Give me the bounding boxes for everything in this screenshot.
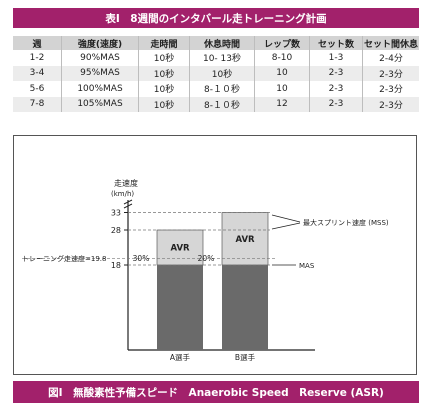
table-cell: 10秒 bbox=[138, 65, 190, 81]
pct-label: 30% bbox=[133, 254, 150, 263]
header-cell: セット数 bbox=[309, 36, 363, 50]
table-cell: 3-4 bbox=[13, 65, 62, 81]
mas-label: MAS bbox=[299, 262, 315, 270]
header-cell: レップ数 bbox=[254, 36, 310, 50]
table-cell: 12 bbox=[254, 96, 310, 112]
table-cell: 2-3分 bbox=[362, 81, 419, 97]
table-cell: 7-8 bbox=[13, 96, 62, 112]
table-cell: 10秒 bbox=[189, 65, 255, 81]
table-cell: 10秒 bbox=[138, 50, 190, 66]
y-tick-label: 28 bbox=[111, 226, 121, 235]
bar-label-avr: AVR bbox=[235, 235, 255, 245]
table-cell: 2-3 bbox=[309, 65, 363, 81]
table-cell: 2-4分 bbox=[362, 50, 419, 66]
table-cell: 5-6 bbox=[13, 81, 62, 97]
header-cell: セット間休息 bbox=[362, 36, 419, 50]
x-tick-label: A選手 bbox=[170, 352, 191, 362]
table-cell: 10秒 bbox=[138, 96, 190, 112]
table-row: 1-2 90%MAS 10秒 10- 13秒 8-10 1-3 2-4分 bbox=[13, 50, 419, 66]
table-cell: 10秒 bbox=[138, 81, 190, 97]
table-cell: 2-3 bbox=[309, 81, 363, 97]
table-row: 5-6 100%MAS 10秒 8-１０秒 10 2-3 2-3分 bbox=[13, 81, 419, 97]
bar-label-avr: AVR bbox=[170, 244, 190, 254]
header-cell: 走時間 bbox=[138, 36, 190, 50]
table-cell: 8-１０秒 bbox=[189, 81, 255, 97]
bars-layer bbox=[156, 212, 269, 350]
y-axis-label: 走速度 bbox=[114, 178, 138, 188]
table-cell: 100%MAS bbox=[61, 81, 139, 97]
y-axis-unit: (km/h) bbox=[111, 190, 134, 198]
axis-break-mark bbox=[123, 203, 133, 209]
table-cell: 10- 13秒 bbox=[189, 50, 255, 66]
figure-frame bbox=[13, 135, 417, 375]
reference-lines bbox=[22, 212, 275, 266]
table-cell: 10 bbox=[254, 81, 310, 97]
table-cell: 2-3分 bbox=[362, 65, 419, 81]
header-cell: 強度(速度) bbox=[61, 36, 139, 50]
table-cell: 90%MAS bbox=[61, 50, 139, 66]
table-row: 7-8 105%MAS 10秒 8-１０秒 12 2-3 2-3分 bbox=[13, 96, 419, 112]
header-cell: 休息時間 bbox=[189, 36, 255, 50]
figure-caption: 図Ⅰ 無酸素性予備スピード Anaerobic Speed Reserve (A… bbox=[13, 381, 419, 403]
header-cell: 週 bbox=[13, 36, 62, 50]
training-speed-label: トレーニング走速度=19.8 bbox=[22, 254, 106, 263]
mas-bar-segment bbox=[157, 265, 203, 350]
table-cell: 2-3 bbox=[309, 96, 363, 112]
x-tick-label: B選手 bbox=[235, 352, 256, 362]
table-cell: 1-2 bbox=[13, 50, 62, 66]
table-cell: 105%MAS bbox=[61, 96, 139, 112]
table-header-row: 週 強度(速度) 走時間 休息時間 レップ数 セット数 セット間休息 bbox=[13, 36, 419, 50]
table-cell: 8-１０秒 bbox=[189, 96, 255, 112]
table-cell: 1-3 bbox=[309, 50, 363, 66]
table-cell: 10 bbox=[254, 65, 310, 81]
table-cell: 95%MAS bbox=[61, 65, 139, 81]
mss-leader-line bbox=[271, 214, 301, 223]
mas-bar-segment bbox=[222, 265, 268, 350]
axis-break-mark bbox=[123, 199, 133, 205]
training-plan-table: 週 強度(速度) 走時間 休息時間 レップ数 セット数 セット間休息 1-2 9… bbox=[13, 36, 419, 112]
table-cell: 8-10 bbox=[254, 50, 310, 66]
table-row: 3-4 95%MAS 10秒 10秒 10 2-3 2-3分 bbox=[13, 65, 419, 81]
table-cell: 2-3分 bbox=[362, 96, 419, 112]
y-tick-label: 33 bbox=[111, 209, 121, 218]
mss-label: 最大スプリント速度 (MSS) bbox=[303, 218, 389, 227]
pct-label: 20% bbox=[198, 254, 215, 263]
table-title: 表Ⅰ 8週間のインタバール走トレーニング計画 bbox=[13, 8, 419, 28]
mss-leader-line bbox=[271, 222, 301, 230]
y-tick-label: 18 bbox=[111, 261, 121, 270]
